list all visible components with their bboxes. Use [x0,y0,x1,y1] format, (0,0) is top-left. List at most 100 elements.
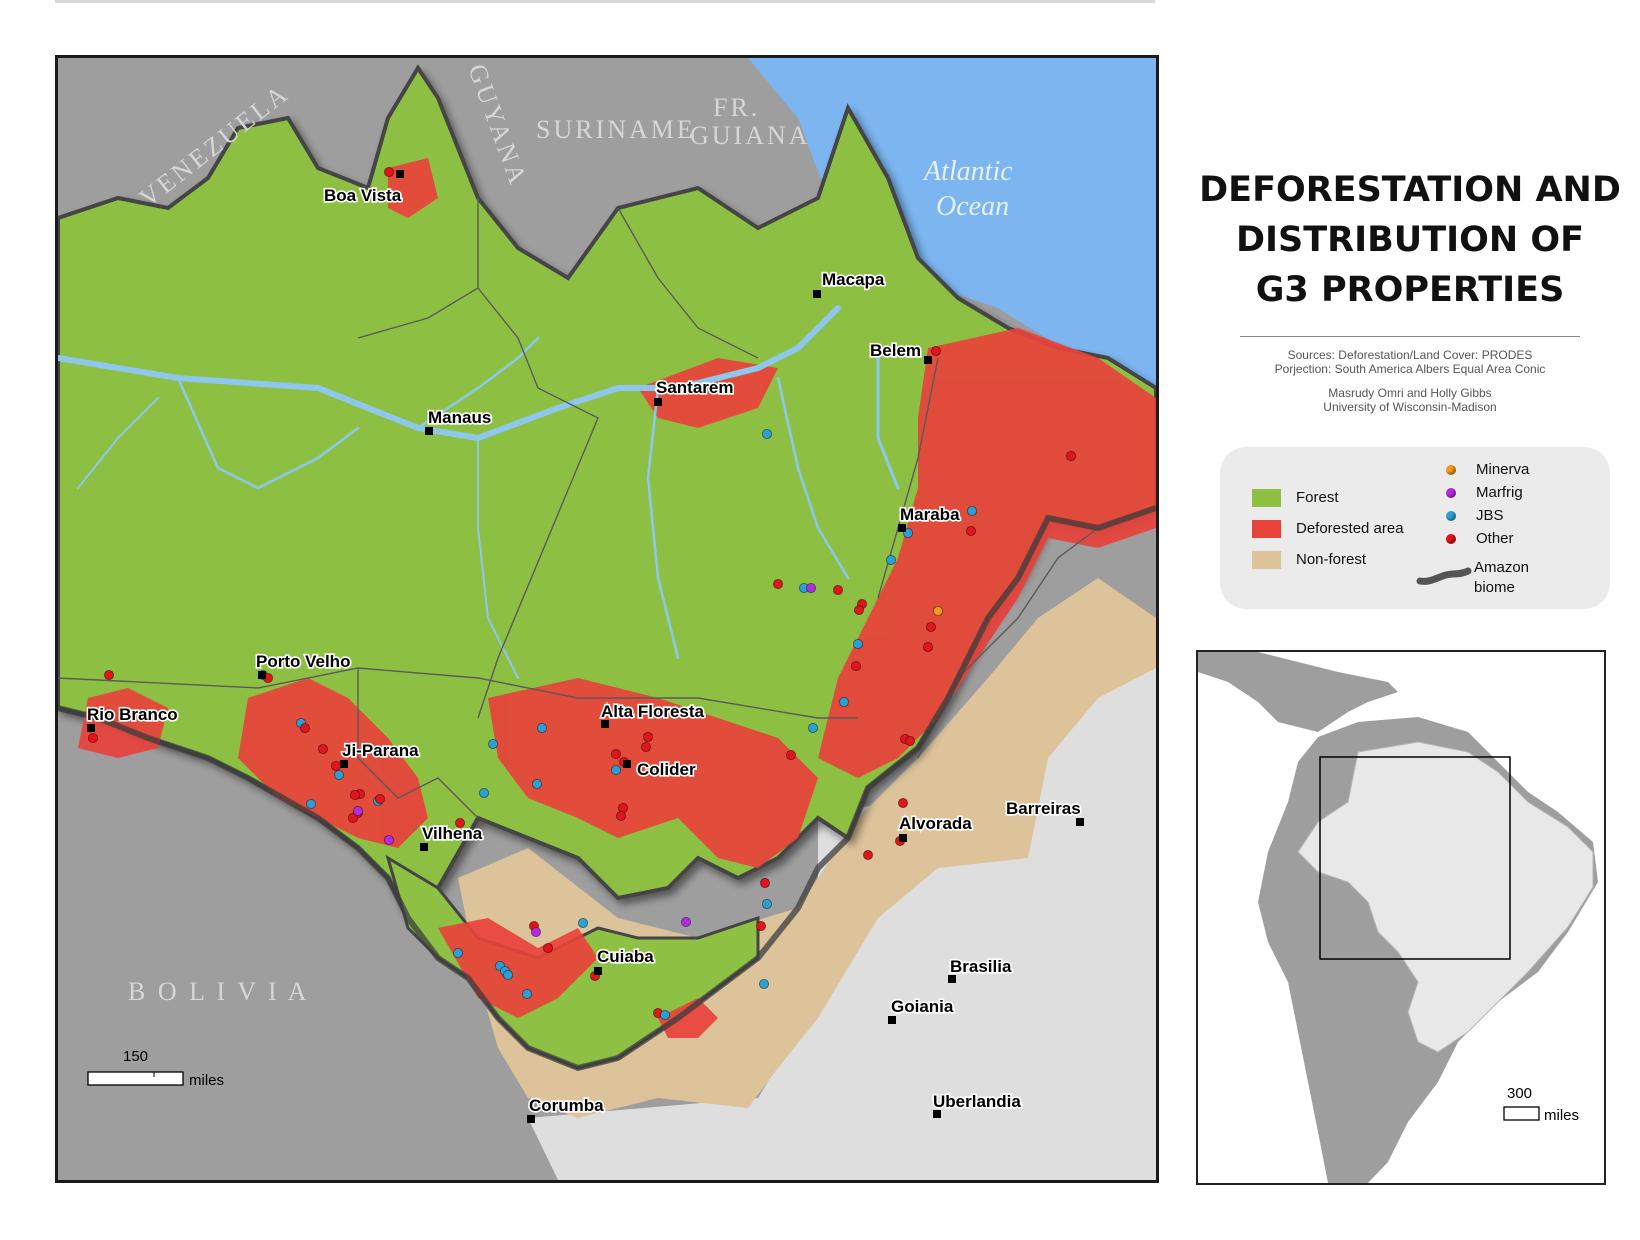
property-dot-other [755,920,767,932]
city-label-alvorada[interactable]: Alvorada [897,812,973,834]
property-dot-jbs [577,917,589,929]
city-label-manaus[interactable]: Manaus [426,406,492,428]
city-marker-alvorada [899,834,907,842]
property-dot-jbs [531,778,543,790]
property-dot-marfrig [352,805,364,817]
title-line-1: DEFORESTATION AND [1199,170,1621,210]
city-label-santarem[interactable]: Santarem [654,376,735,398]
legend-label-biome-2: biome [1474,579,1515,596]
legend-swatch-non-forest [1252,551,1281,569]
city-marker-ji-parana [340,760,348,768]
rivers [58,305,900,679]
property-dot-jbs [885,554,897,566]
property-dot-other [615,810,627,822]
inset-central-america [1198,652,1398,732]
city-label-colider[interactable]: Colider [635,758,697,780]
city-label-ji-parana[interactable]: Ji-Parana [340,739,420,761]
legend-label-forest: Forest [1296,489,1339,506]
property-dot-jbs [838,696,850,708]
property-dot-other [965,525,977,537]
city-marker-vilhena [420,843,428,851]
property-dot-other [930,345,942,357]
city-marker-porto-velho [258,671,266,679]
legend-label-deforested: Deforested area [1296,520,1404,537]
legend: Forest Deforested area Non-forest Minerv… [1220,447,1610,609]
city-marker-santarem [654,398,662,406]
credits-projection: Porjection: South America Albers Equal A… [1274,362,1546,376]
city-label-brasilia[interactable]: Brasilia [948,955,1013,977]
city-marker-rio-branco [87,724,95,732]
ocean-label-line1: Atlantic [922,156,1013,187]
inset-locator-map[interactable]: 300 miles [1196,650,1606,1185]
property-dot-jbs [761,428,773,440]
city-label-porto-velho[interactable]: Porto Velho [254,650,352,672]
city-marker-manaus [425,427,433,435]
top-divider [55,0,1155,3]
title-divider [1240,336,1580,337]
city-marker-belem [924,356,932,364]
property-dot-jbs [452,947,464,959]
amazon-biome-boundary [58,505,1156,1072]
property-dot-marfrig [805,582,817,594]
property-dot-jbs [758,978,770,990]
property-dot-jbs [807,722,819,734]
country-label-fr-guiana-2: GUIANA [690,121,811,150]
inset-study-area-box [1319,756,1511,960]
main-map[interactable]: VENEZUELA GUYANA SURINAME FR. GUIANA B O… [55,55,1159,1183]
city-label-cuiaba[interactable]: Cuiaba [595,945,655,967]
property-dot-other [862,849,874,861]
property-dot-other [759,877,771,889]
property-dot-other [542,942,554,954]
property-dot-marfrig [383,834,395,846]
property-dot-jbs [305,798,317,810]
inset-scale-bar [1503,1106,1540,1121]
city-label-corumba[interactable]: Corumba [527,1094,605,1116]
city-label-rio-branco[interactable]: Rio Branco [85,703,179,725]
legend-label-jbs: JBS [1476,507,1504,524]
legend-label-other: Other [1476,530,1514,547]
property-dot-other [317,743,329,755]
property-dot-jbs [487,738,499,750]
legend-label-biome-1: Amazon [1474,559,1530,576]
city-label-macapa[interactable]: Macapa [820,268,886,290]
city-label-goiania[interactable]: Goiania [889,995,955,1017]
property-dot-jbs [852,638,864,650]
legend-label-non-forest: Non-forest [1296,551,1367,568]
city-label-boa-vista[interactable]: Boa Vista [322,184,403,206]
credits: Sources: Deforestation/Land Cover: PRODE… [1190,348,1630,414]
legend-dot-other [1446,534,1456,544]
property-dot-jbs [536,722,548,734]
city-marker-uberlandia [933,1110,941,1118]
city-label-belem[interactable]: Belem [868,339,922,361]
property-dot-jbs [478,787,490,799]
inset-scale-value: 300 [1507,1085,1532,1102]
city-label-maraba[interactable]: Maraba [898,503,961,525]
property-dot-other [383,166,395,178]
legend-swatch-deforested [1252,520,1281,538]
title-line-3: G3 PROPERTIES [1255,270,1565,310]
property-dot-marfrig [530,926,542,938]
property-dot-other [922,641,934,653]
scale-unit: miles [189,1072,224,1089]
legend-dot-marfrig [1446,488,1456,498]
property-dot-jbs [610,764,622,776]
property-dot-other [853,604,865,616]
property-dot-other [772,578,784,590]
property-dot-other [347,812,359,824]
property-dot-other [610,748,622,760]
legend-swatch-forest [1252,489,1281,507]
city-label-vilhena[interactable]: Vilhena [420,822,484,844]
property-dot-jbs [761,898,773,910]
city-label-barreiras[interactable]: Barreiras [1004,797,1082,819]
inset-scale-unit: miles [1544,1107,1579,1124]
property-dot-other [785,749,797,761]
legend-dot-minerva [1446,465,1456,475]
credits-institution: University of Wisconsin-Madison [1323,400,1497,414]
country-label-bolivia: B O L I V I A [128,977,310,1006]
credits-authors: Masrudy Omri and Holly Gibbs [1328,386,1492,400]
city-label-uberlandia[interactable]: Uberlandia [931,1090,1023,1112]
city-marker-corumba [527,1115,535,1123]
property-dot-jbs [659,1009,671,1021]
city-label-alta-floresta[interactable]: Alta Floresta [599,700,706,722]
property-dot-other [374,793,386,805]
